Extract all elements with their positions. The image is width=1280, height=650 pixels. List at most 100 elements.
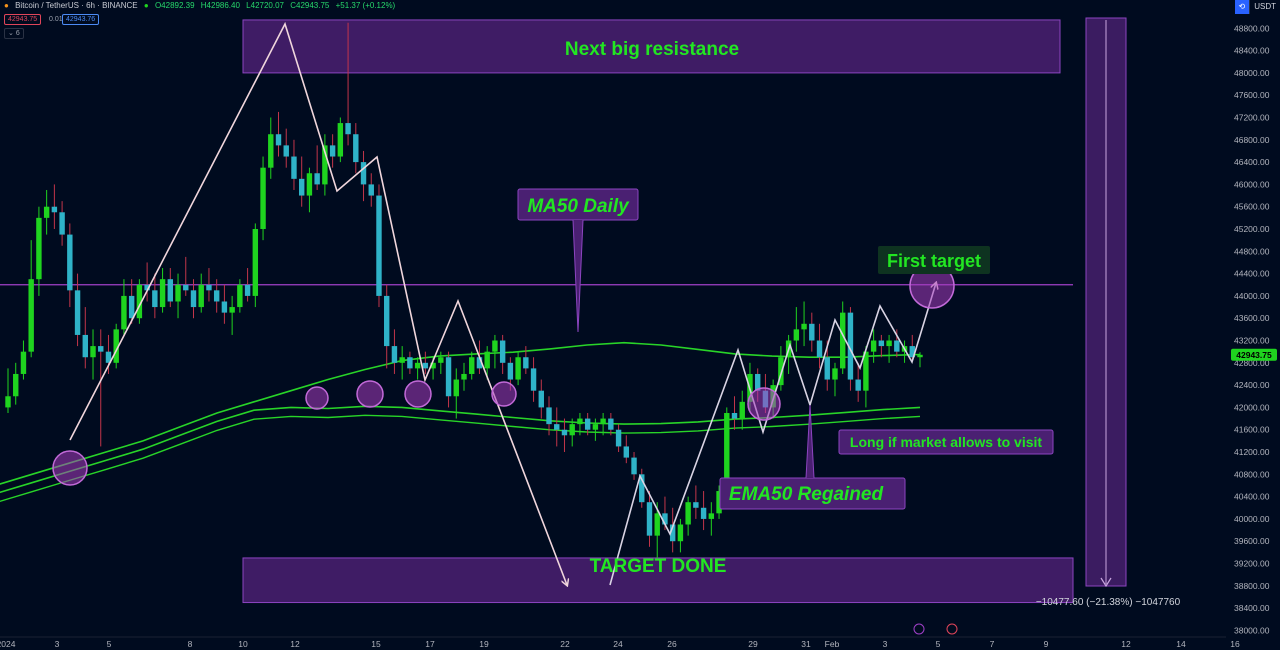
price-tick-label: 44800.00 <box>1234 246 1270 256</box>
candle-body <box>28 279 34 352</box>
price-tick-label: 44000.00 <box>1234 291 1270 301</box>
status-dot-icon: ● <box>143 1 149 10</box>
price-tick-label: 48400.00 <box>1234 46 1270 56</box>
price-tick-label: 46800.00 <box>1234 135 1270 145</box>
annotation-layer: Next big resistance TARGET DONE MA50 Daily… <box>52 39 1181 608</box>
spread-value: 0.01 <box>49 16 63 23</box>
candle-body <box>685 502 691 525</box>
price-tick-label: 47600.00 <box>1234 90 1270 100</box>
candle-body <box>870 340 877 352</box>
first-target-label: First target <box>887 251 981 271</box>
ma50-callout-pointer <box>572 219 584 333</box>
candle-body <box>360 162 367 185</box>
price-tick-label: 45200.00 <box>1234 224 1270 234</box>
candle-body <box>801 323 807 330</box>
ohlc-high: H42986.40 <box>200 1 240 10</box>
long-visit-label: Long if market allows to visit <box>850 434 1042 450</box>
first-target-box <box>878 246 990 274</box>
candle-body <box>909 346 915 358</box>
candle-body <box>13 373 19 397</box>
candle-body <box>816 340 823 358</box>
current-price-badge <box>1231 348 1277 361</box>
price-tick-label: 39200.00 <box>1234 559 1270 569</box>
candle-body <box>314 173 320 185</box>
candle-body <box>167 279 174 302</box>
candle-body <box>669 524 676 542</box>
price-tick-label: 43600.00 <box>1234 313 1270 323</box>
time-tick-label: 22 <box>560 639 570 649</box>
candle-body <box>345 123 351 135</box>
candle-body <box>291 156 297 179</box>
candle-body <box>391 346 398 363</box>
candle-body <box>724 412 730 492</box>
candle-body <box>445 357 452 397</box>
ohlc-open: O42892.39 <box>154 1 195 10</box>
time-tick-label: 14 <box>1176 639 1186 649</box>
candle-body <box>499 340 506 363</box>
sell-price-button[interactable]: 42943.75 <box>4 14 42 25</box>
candle-body <box>438 357 444 363</box>
candle-body <box>152 290 158 308</box>
candle-body <box>662 513 668 525</box>
candle-body <box>74 290 81 335</box>
candle-body <box>623 446 630 458</box>
event-calendar-icon <box>946 623 958 635</box>
event-flag-icon <box>913 623 925 635</box>
indicators-toggle[interactable]: ⌄ 6 <box>4 28 24 39</box>
price-tick-label: 46000.00 <box>1234 179 1270 189</box>
currency-selector[interactable]: USDT <box>1249 0 1280 14</box>
sync-icon[interactable]: ⟲ <box>1234 0 1250 14</box>
candle-body <box>484 351 490 369</box>
candle-body <box>492 340 498 352</box>
candle-body <box>275 134 282 146</box>
buy-price-button[interactable]: 42943.76 <box>62 14 100 25</box>
candle-body <box>847 312 854 380</box>
time-tick-label: 19 <box>479 639 489 649</box>
price-axis-bg <box>1226 0 1280 650</box>
price-tick-label: 48800.00 <box>1234 23 1270 33</box>
candle-body <box>754 373 761 391</box>
candle-body <box>700 507 707 519</box>
top-right-controls: ⟲ USDT <box>1234 0 1280 14</box>
highlight-circle <box>404 380 432 408</box>
indicator-count: 6 <box>15 30 20 37</box>
time-tick-label: 10 <box>238 639 248 649</box>
symbol-title[interactable]: Bitcoin / TetherUS · 6h · BINANCE <box>15 1 138 10</box>
candle-body <box>639 474 645 503</box>
price-tick-label: 46400.00 <box>1234 157 1270 167</box>
measure-arrow <box>1100 577 1112 588</box>
candle-body <box>840 312 846 369</box>
candle-body <box>677 524 684 542</box>
measure-label: −10477.60 (−21.38%) −1047760 <box>1036 597 1181 608</box>
highlight-circle <box>491 381 517 407</box>
candle-body <box>399 357 405 363</box>
candle-body <box>739 401 745 419</box>
ema50-band-line <box>0 414 921 503</box>
candle-body <box>237 284 243 308</box>
candle-body <box>592 424 599 430</box>
candle-body <box>43 206 50 218</box>
time-tick-label: 26 <box>667 639 677 649</box>
candle-body <box>105 351 112 363</box>
candle-body <box>793 329 800 341</box>
candle-body <box>190 290 197 308</box>
ohlc-close: C42943.75 <box>290 1 330 10</box>
price-tick-label: 41600.00 <box>1234 425 1270 435</box>
candle-body <box>144 284 150 291</box>
candle-body <box>600 418 606 425</box>
time-tick-label: 3 <box>883 639 888 649</box>
time-tick-label: 7 <box>990 639 995 649</box>
price-tick-label: 40000.00 <box>1234 514 1270 524</box>
candle-body <box>546 407 552 425</box>
candle-body <box>824 357 830 380</box>
candle-body <box>654 513 660 536</box>
candle-body <box>229 307 235 313</box>
price-tick-label: 41200.00 <box>1234 447 1270 457</box>
price-tick-label: 39600.00 <box>1234 536 1270 546</box>
candle-body <box>36 217 42 280</box>
candle-body <box>306 173 313 196</box>
candle-body <box>569 424 575 436</box>
price-tick-label: 38000.00 <box>1234 625 1270 635</box>
zones-layer <box>0 17 1127 604</box>
